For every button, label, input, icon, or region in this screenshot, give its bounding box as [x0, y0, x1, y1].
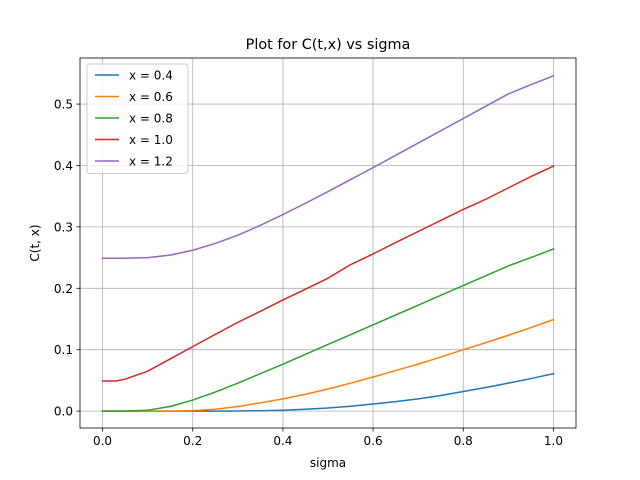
x-tick-label: 0.8 [454, 434, 473, 448]
series-line-5 [101, 74, 555, 259]
y-tick-label: 0.3 [54, 220, 73, 234]
y-tick-label: 0.1 [54, 343, 73, 357]
plot-frame [79, 57, 577, 429]
series-line-2 [101, 318, 555, 412]
y-tick-label: 0.2 [54, 282, 73, 296]
series-line-4 [101, 165, 555, 382]
ticks: 0.0 0.2 0.4 0.6 0.8 1.0 0.0 0.1 0.2 0.3 0.4 0.5 [54, 98, 563, 448]
chart-title: Plot for C(t,x) vs sigma [246, 37, 411, 53]
legend-frame [86, 63, 189, 174]
legend: x = 0.4 x = 0.6 x = 0.8 x = 1.0 x = 1.2 [86, 63, 189, 174]
x-tick-label: 0.6 [364, 434, 383, 448]
legend-label-2: x = 0.6 [129, 90, 173, 104]
x-axis-label: sigma [310, 456, 346, 470]
legend-label-4: x = 1.0 [129, 133, 173, 147]
legend-label-1: x = 0.4 [129, 69, 173, 83]
legend-label-3: x = 0.8 [129, 112, 173, 126]
y-axis-label: C(t, x) [28, 224, 42, 261]
y-tick-label: 0.5 [54, 98, 73, 112]
legend-label-5: x = 1.2 [129, 155, 173, 169]
x-tick-label: 0.4 [273, 434, 292, 448]
series-layer [101, 74, 555, 412]
x-tick-label: 0.0 [93, 434, 112, 448]
x-tick-label: 0.2 [183, 434, 202, 448]
y-tick-label: 0.4 [54, 159, 73, 173]
y-tick-label: 0.0 [54, 405, 73, 419]
series-line-1 [101, 372, 555, 412]
series-line-3 [101, 248, 555, 412]
x-tick-label: 1.0 [544, 434, 563, 448]
